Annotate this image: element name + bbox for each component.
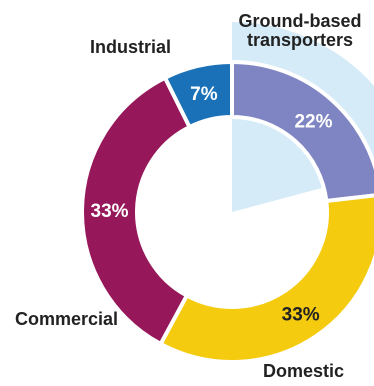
donut-slice-domestic (157, 193, 374, 364)
label-ground-based-line1: Ground-based (238, 11, 362, 31)
donut-slice-ground-based (230, 59, 374, 204)
label-industrial: Industrial (90, 37, 172, 57)
value-label-ground-based: 22% (294, 112, 332, 133)
label-ground-based: Ground-based transporters (235, 12, 365, 50)
value-label-industrial: 7% (190, 84, 218, 105)
donut-slice-industrial (162, 59, 234, 130)
donut-slice-commercial (80, 75, 193, 347)
label-commercial: Commercial (15, 309, 119, 329)
value-label-domestic: 33% (282, 304, 320, 325)
value-label-commercial: 33% (91, 201, 129, 222)
label-ground-based-line2: transporters (246, 30, 354, 50)
label-domestic: Domestic (263, 361, 345, 381)
